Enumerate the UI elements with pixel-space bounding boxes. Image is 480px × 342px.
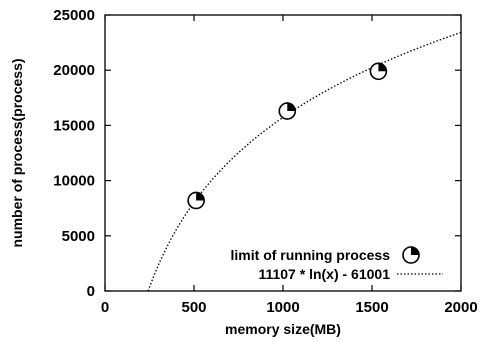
marker-quarter [411, 247, 419, 255]
marker-quarter [196, 192, 205, 201]
x-tick-label: 2000 [444, 299, 477, 316]
y-tick-label: 10000 [53, 173, 95, 190]
y-tick-label: 5000 [62, 228, 95, 245]
legend: limit of running process 11107 * ln(x) -… [231, 246, 443, 282]
fit-curve-layer [147, 31, 462, 292]
data-point [369, 62, 388, 81]
y-tick-label: 20000 [53, 62, 95, 79]
x-tick-label: 1500 [355, 299, 388, 316]
x-axis-label: memory size(MB) [225, 321, 341, 337]
x-tick-labels: 0 500 1000 1500 2000 [101, 299, 478, 316]
y-tick-label: 15000 [53, 117, 95, 134]
legend-marker-points [402, 246, 420, 264]
marker-quarter [287, 103, 296, 112]
marker-quarter [378, 63, 387, 72]
y-tick-label: 0 [87, 283, 95, 300]
y-axis-label: number of process(process) [9, 58, 25, 247]
data-points-layer [187, 62, 388, 210]
legend-point-marker [402, 246, 420, 264]
legend-label-curve: 11107 * ln(x) - 61001 [258, 266, 390, 282]
x-tick-label: 1000 [266, 299, 299, 316]
data-point [278, 102, 297, 120]
x-tick-label: 500 [181, 299, 206, 316]
fit-curve [147, 31, 462, 292]
legend-label-points: limit of running process [231, 247, 391, 263]
y-tick-labels: 0 5000 10000 15000 20000 25000 [53, 7, 95, 300]
plot-axes [104, 14, 462, 292]
x-tick-label: 0 [101, 299, 109, 316]
y-tick-label: 25000 [53, 7, 95, 24]
data-point [187, 191, 205, 210]
